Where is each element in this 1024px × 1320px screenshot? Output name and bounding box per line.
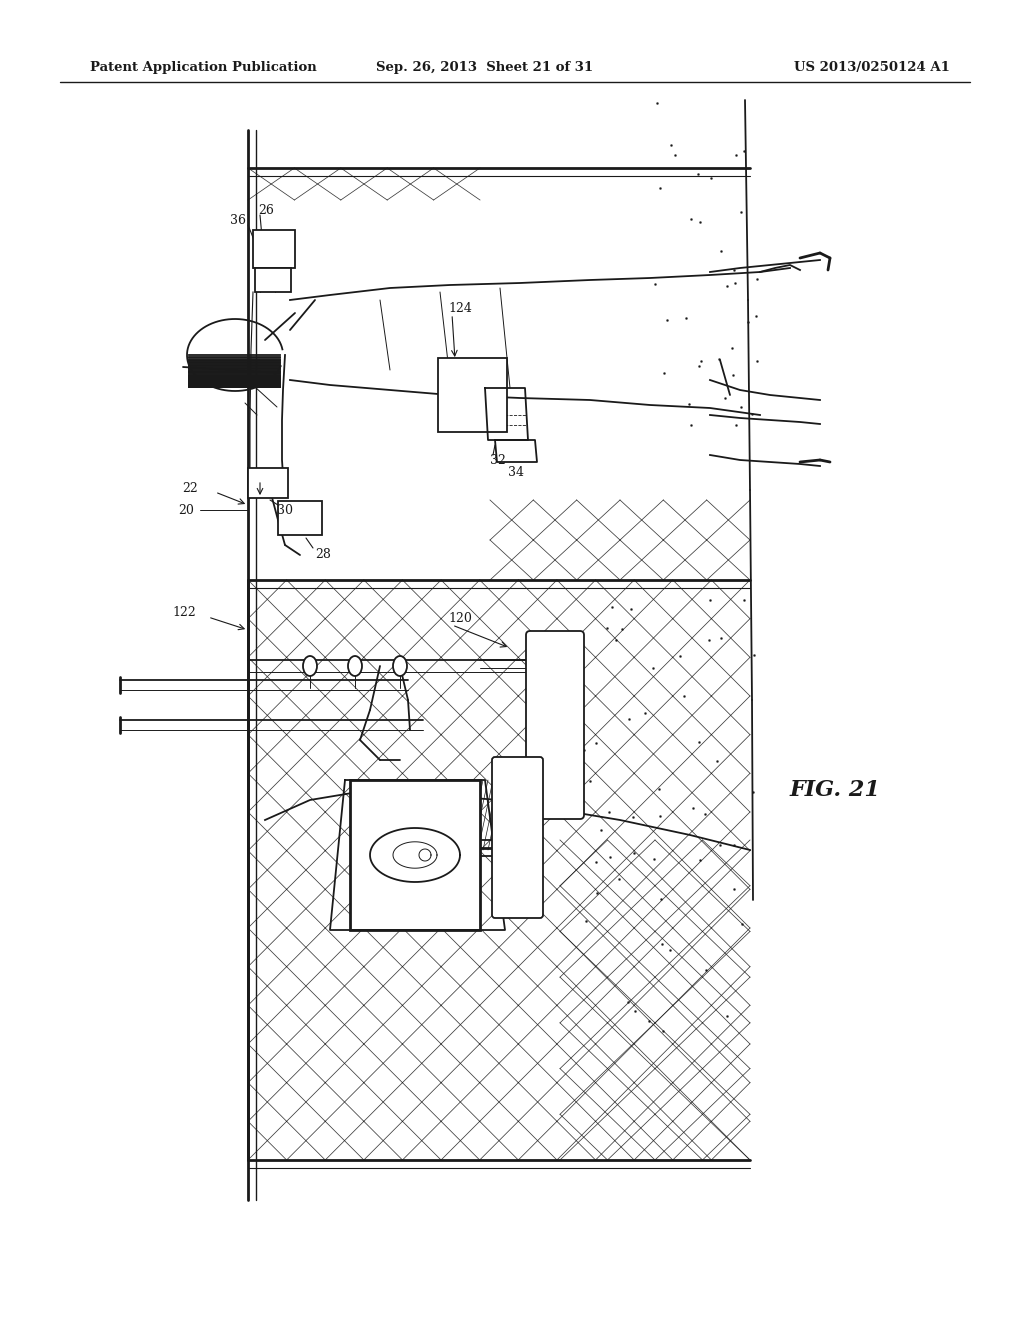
FancyBboxPatch shape [438, 358, 507, 432]
FancyBboxPatch shape [526, 631, 584, 818]
Ellipse shape [348, 656, 362, 676]
Bar [350, 780, 480, 931]
Text: 122: 122 [172, 606, 196, 619]
Text: Patent Application Publication: Patent Application Publication [90, 62, 316, 74]
Bar [278, 502, 322, 535]
Text: US 2013/0250124 A1: US 2013/0250124 A1 [795, 62, 950, 74]
Text: 32: 32 [490, 454, 506, 466]
Text: 30: 30 [278, 503, 293, 516]
Text: 20: 20 [178, 503, 194, 516]
Text: FIG. 21: FIG. 21 [790, 779, 881, 801]
Ellipse shape [303, 656, 317, 676]
Text: 120: 120 [449, 611, 472, 624]
Text: 22: 22 [182, 482, 198, 495]
Text: 28: 28 [315, 548, 331, 561]
Bar [248, 469, 288, 498]
Bar [253, 230, 295, 268]
Ellipse shape [393, 656, 407, 676]
Text: 36: 36 [230, 214, 246, 227]
Text: 34: 34 [508, 466, 524, 479]
Text: 124: 124 [449, 301, 472, 314]
FancyBboxPatch shape [492, 756, 543, 917]
Text: 26: 26 [258, 203, 273, 216]
Text: Sep. 26, 2013  Sheet 21 of 31: Sep. 26, 2013 Sheet 21 of 31 [377, 62, 594, 74]
Bar [255, 268, 291, 292]
